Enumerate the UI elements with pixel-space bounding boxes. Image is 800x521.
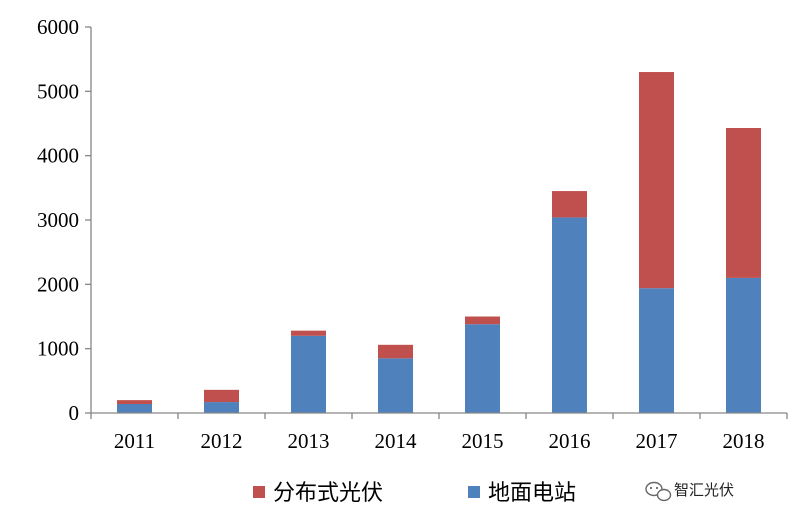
- watermark: 智汇光伏: [645, 481, 734, 502]
- bar-segment-distributed-2016: [552, 191, 587, 218]
- bar-segment-ground-2016: [552, 217, 587, 413]
- legend-label-ground: 地面电站: [488, 481, 576, 506]
- x-tick-label: 2016: [549, 429, 591, 453]
- x-tick-label: 2012: [201, 429, 243, 453]
- y-tick-label: 0: [69, 401, 80, 425]
- y-tick-label: 5000: [37, 79, 79, 103]
- y-tick-label: 2000: [37, 272, 79, 296]
- bar-segment-ground-2013: [291, 335, 326, 413]
- legend-swatch-ground: [468, 486, 480, 498]
- bar-segment-ground-2018: [726, 277, 761, 413]
- bar-segment-distributed-2015: [465, 316, 500, 325]
- bar-segment-ground-2015: [465, 324, 500, 413]
- bar-segment-ground-2014: [378, 358, 413, 413]
- bar-segment-distributed-2017: [639, 72, 674, 289]
- bar-segment-distributed-2014: [378, 344, 413, 359]
- legend-swatch-distributed: [253, 486, 265, 498]
- bar-segment-ground-2011: [117, 403, 152, 413]
- y-tick-label: 3000: [37, 208, 79, 232]
- bar-segment-distributed-2012: [204, 389, 239, 403]
- x-tick-label: 2017: [636, 429, 678, 453]
- bar-segment-ground-2017: [639, 288, 674, 413]
- bar-segment-ground-2012: [204, 402, 239, 413]
- plot-area: 0 1000 2000 3000 4000 5000 6000 2011 2012 2013 201…: [37, 15, 788, 453]
- wechat-icon: [645, 481, 672, 502]
- bar-segment-distributed-2013: [291, 330, 326, 336]
- x-tick-label: 2015: [462, 429, 504, 453]
- x-tick-label: 2014: [375, 429, 418, 453]
- x-tick-label: 2018: [723, 429, 765, 453]
- legend: 分布式光伏 地面电站: [253, 481, 576, 506]
- x-tick-label: 2013: [288, 429, 330, 453]
- x-tick-label: 2011: [114, 429, 155, 453]
- legend-label-distributed: 分布式光伏: [273, 481, 383, 506]
- y-tick-label: 1000: [37, 337, 79, 361]
- y-tick-label: 4000: [37, 144, 79, 168]
- bar-segment-distributed-2018: [726, 128, 761, 278]
- y-tick-label: 6000: [37, 15, 79, 39]
- watermark-text: 智汇光伏: [674, 481, 734, 499]
- bar-segment-distributed-2011: [117, 400, 152, 404]
